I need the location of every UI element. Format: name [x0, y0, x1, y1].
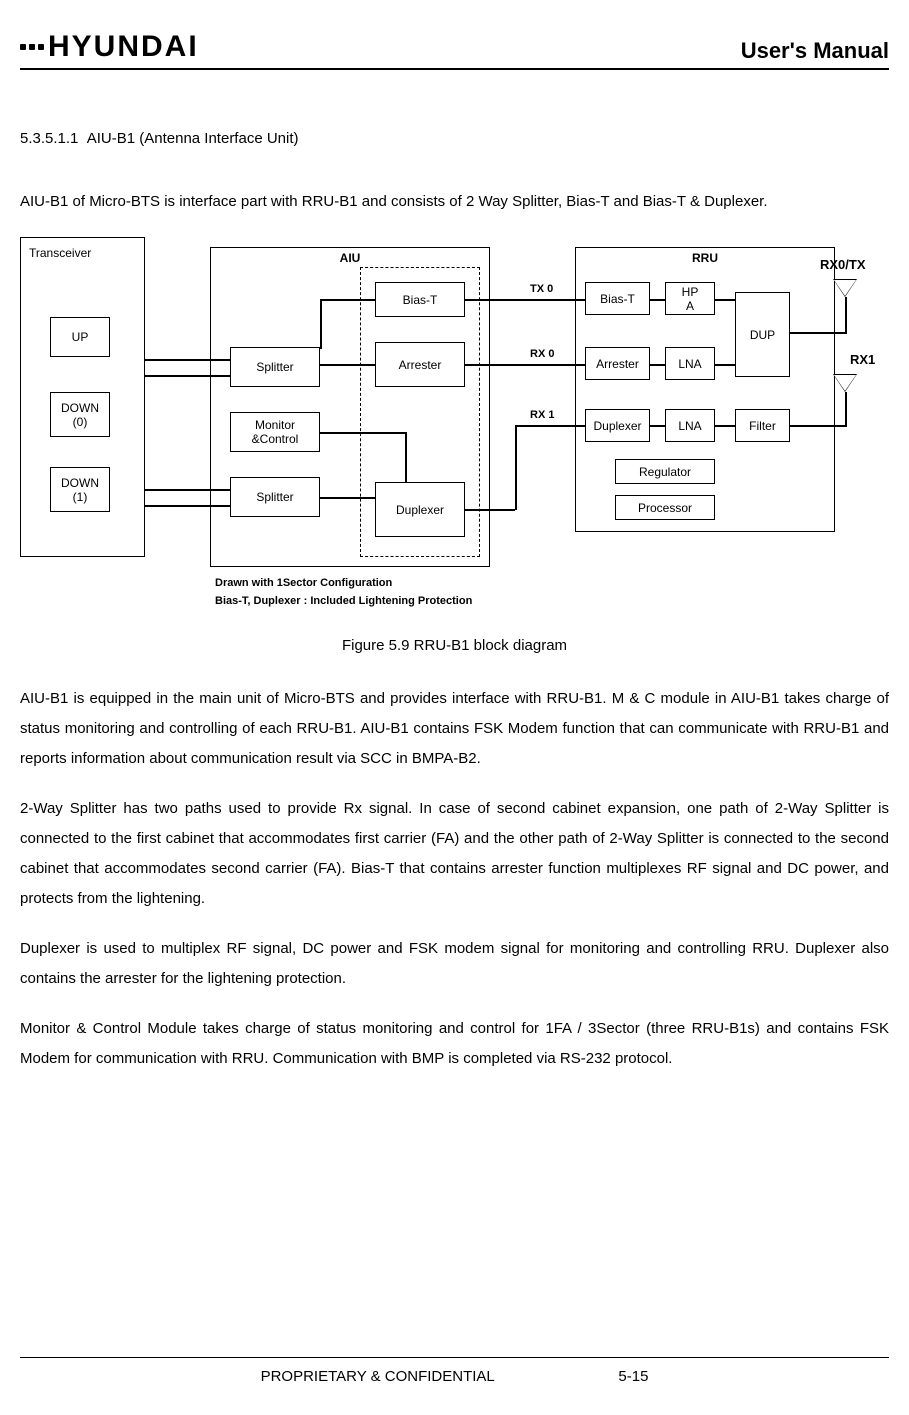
logo-dots-icon: [20, 44, 44, 50]
conn-line: [515, 425, 517, 510]
section-number: 5.3.5.1.1: [20, 130, 78, 147]
conn-line: [320, 432, 405, 434]
rru-arrester: Arrester: [585, 347, 650, 380]
conn-line: [320, 299, 322, 349]
rx1-ant-label: RX1: [850, 352, 875, 367]
conn-line: [715, 299, 735, 301]
rru-bias-t: Bias-T: [585, 282, 650, 315]
diagram-note2: Bias-T, Duplexer : Included Lightening P…: [215, 595, 472, 607]
rru-hpa: HP A: [665, 282, 715, 315]
aiu-monitor: Monitor &Control: [230, 412, 320, 452]
paragraph-5: Monitor & Control Module takes charge of…: [20, 1014, 889, 1074]
rru-duplexer: Duplexer: [585, 409, 650, 442]
intro-paragraph: AIU-B1 of Micro-BTS is interface part wi…: [20, 187, 889, 217]
transceiver-title: Transceiver: [29, 246, 91, 260]
conn-line: [650, 364, 665, 366]
conn-line: [650, 425, 665, 427]
conn-line: [790, 332, 845, 334]
conn-line: [465, 509, 515, 511]
rx0-label: RX 0: [530, 348, 554, 360]
rru-filter: Filter: [735, 409, 790, 442]
aiu-duplexer: Duplexer: [375, 482, 465, 537]
aiu-splitter2: Splitter: [230, 477, 320, 517]
conn-line: [465, 299, 585, 301]
paragraph-3: 2-Way Splitter has two paths used to pro…: [20, 794, 889, 914]
paragraph-2: AIU-B1 is equipped in the main unit of M…: [20, 684, 889, 774]
page-number: 5-15: [618, 1368, 648, 1385]
down0-box: DOWN (0): [50, 392, 110, 437]
diagram-note1: Drawn with 1Sector Configuration: [215, 577, 392, 589]
conn-line: [465, 364, 585, 366]
conn-line: [320, 299, 375, 301]
conn-line: [145, 489, 230, 491]
paragraph-4: Duplexer is used to multiplex RF signal,…: [20, 934, 889, 994]
hyundai-logo: HYUNDAI: [20, 30, 199, 64]
aiu-title: AIU: [320, 249, 380, 267]
rru-processor: Processor: [615, 495, 715, 520]
logo-text: HYUNDAI: [48, 30, 199, 64]
conn-line: [405, 432, 407, 482]
conn-line: [650, 299, 665, 301]
tx0-label: TX 0: [530, 283, 553, 295]
figure-caption: Figure 5.9 RRU-B1 block diagram: [20, 637, 889, 654]
conn-line: [845, 392, 847, 427]
rx0tx-label: RX0/TX: [820, 257, 866, 272]
conn-line: [320, 497, 375, 499]
rru-title: RRU: [675, 249, 735, 267]
manual-title: User's Manual: [741, 38, 889, 64]
up-box: UP: [50, 317, 110, 357]
conn-line: [715, 425, 735, 427]
antenna-icon: [833, 279, 857, 297]
rx1-label: RX 1: [530, 409, 554, 421]
conn-line: [320, 364, 375, 366]
aiu-arrester: Arrester: [375, 342, 465, 387]
footer-text: PROPRIETARY & CONFIDENTIAL: [261, 1368, 495, 1385]
antenna-icon: [833, 374, 857, 392]
aiu-splitter1: Splitter: [230, 347, 320, 387]
rru-lna2: LNA: [665, 409, 715, 442]
conn-line: [790, 425, 845, 427]
conn-line: [845, 297, 847, 334]
page-header: HYUNDAI User's Manual: [20, 30, 889, 70]
down1-box: DOWN (1): [50, 467, 110, 512]
aiu-bias-t: Bias-T: [375, 282, 465, 317]
conn-line: [145, 375, 230, 377]
section-heading: 5.3.5.1.1 AIU-B1 (Antenna Interface Unit…: [20, 130, 889, 147]
section-title: AIU-B1 (Antenna Interface Unit): [87, 130, 299, 147]
page-footer: PROPRIETARY & CONFIDENTIAL 5-15: [20, 1357, 889, 1385]
block-diagram: Transceiver UP DOWN (0) DOWN (1) AIU Bia…: [20, 237, 890, 627]
rru-dup: DUP: [735, 292, 790, 377]
conn-line: [715, 364, 735, 366]
rru-lna1: LNA: [665, 347, 715, 380]
conn-line: [145, 359, 230, 361]
conn-line: [145, 505, 230, 507]
rru-regulator: Regulator: [615, 459, 715, 484]
